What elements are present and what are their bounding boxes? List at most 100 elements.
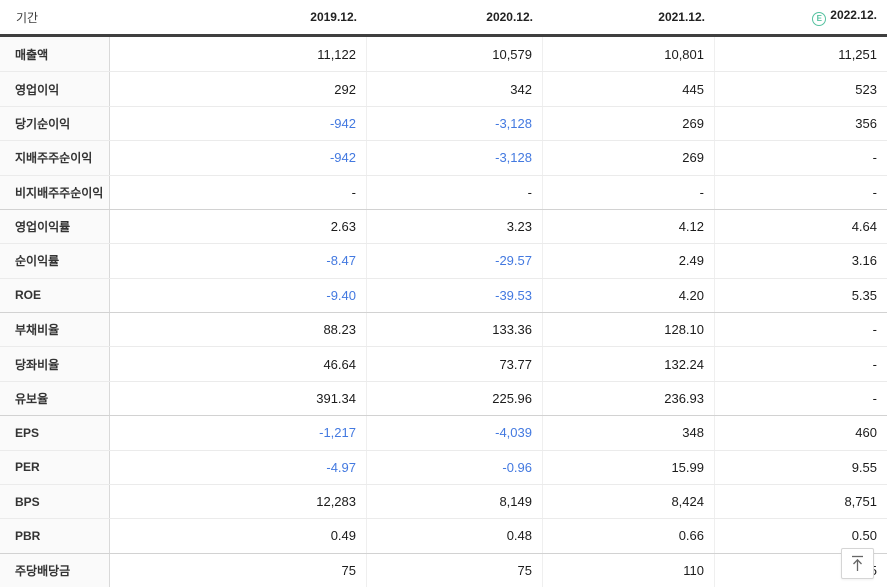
row-label: BPS (0, 484, 110, 519)
cell-value: 0.50 (851, 528, 877, 544)
row-label: PBR (0, 519, 110, 553)
cell-value: 342 (367, 72, 543, 106)
table-row: 당좌비율 46.64 73.77 132.24 - (0, 346, 887, 381)
cell-value: 0.66 (543, 519, 715, 553)
cell-value: -3,128 (367, 106, 543, 141)
cell-value: 8,424 (543, 484, 715, 519)
row-label: 영업이익 (0, 72, 110, 106)
row-label: 당기순이익 (0, 106, 110, 141)
table-row: ROE -9.40 -39.53 4.20 5.35 (0, 277, 887, 312)
row-label: ROE (0, 278, 110, 312)
cell-value: 12,283 (110, 484, 367, 519)
cell-value: 75 (367, 553, 543, 587)
cell-value: 3.16 (851, 253, 877, 269)
table-row: 매출액 11,122 10,579 10,801 11,251 (0, 37, 887, 72)
row-label: 영업이익률 (0, 209, 110, 244)
cell-value: 73.77 (367, 347, 543, 381)
row-label: 유보율 (0, 381, 110, 416)
cell-value: 133.36 (367, 313, 543, 347)
table-header-row: 기간 2019.12. 2020.12. 2021.12. E 2022.12. (0, 0, 887, 37)
cell-value: -1,217 (110, 416, 367, 450)
cell-value: 132.24 (543, 347, 715, 381)
cell-value: 46.64 (110, 347, 367, 381)
header-period-label: 기간 (16, 10, 39, 25)
cell-value: 9.55 (851, 459, 877, 475)
table-row: 부채비율 88.23 133.36 128.10 - (0, 312, 887, 347)
cell-value: - (872, 356, 877, 372)
cell-value: 5.35 (851, 287, 877, 303)
row-label: 비지배주주순이익 (0, 175, 110, 209)
cell-value: 128.10 (543, 313, 715, 347)
cell-value: 88.23 (110, 313, 367, 347)
cell-value: -9.40 (110, 278, 367, 312)
table-body: 매출액 11,122 10,579 10,801 11,251 영업이익 292 342 445… (0, 37, 887, 587)
cell-value: 8,751 (844, 494, 877, 510)
cell-value: 11,251 (838, 46, 877, 62)
table-row: PER -4.97 -0.96 15.99 9.55 (0, 449, 887, 484)
cell-value: -29.57 (367, 244, 543, 278)
arrow-up-to-top-icon (850, 555, 865, 572)
cell-value: 4.64 (851, 219, 877, 235)
table-row: 지배주주순이익 -942 -3,128 269 - (0, 140, 887, 175)
cell-value: 460 (855, 425, 877, 441)
cell-value: - (872, 322, 877, 338)
estimate-icon: E (812, 12, 827, 26)
cell-value: 8,149 (367, 484, 543, 519)
cell-value: 523 (855, 81, 877, 97)
cell-value: 15.99 (543, 450, 715, 484)
table-row: 주당배당금757511075 (0, 552, 887, 587)
row-label: 매출액 (0, 37, 110, 72)
cell-value: 3.23 (367, 209, 543, 244)
cell-value: -4.97 (110, 450, 367, 484)
cell-value: - (543, 175, 715, 209)
cell-value: 269 (543, 106, 715, 141)
table-row: 영업이익 292 342 445 523 (0, 71, 887, 106)
cell-value: 445 (543, 72, 715, 106)
cell-value: - (872, 390, 877, 406)
cell-value: 356 (855, 115, 877, 131)
scroll-to-top-button[interactable] (841, 548, 874, 579)
cell-value: 2.63 (110, 209, 367, 244)
row-label: 지배주주순이익 (0, 141, 110, 175)
row-label: 순이익률 (0, 244, 110, 278)
cell-value: - (872, 184, 877, 200)
row-label: 당좌비율 (0, 347, 110, 381)
header-col-2019: 2019.12. (310, 10, 357, 24)
cell-value: 236.93 (543, 381, 715, 416)
cell-value: 4.20 (543, 278, 715, 312)
cell-value: 11,122 (110, 37, 367, 72)
cell-value: 4.12 (543, 209, 715, 244)
header-col-2021: 2021.12. (658, 10, 705, 24)
cell-value: 0.48 (367, 519, 543, 553)
cell-value: 225.96 (367, 381, 543, 416)
cell-value: 292 (110, 72, 367, 106)
cell-value: -942 (110, 141, 367, 175)
cell-value: -8.47 (110, 244, 367, 278)
cell-value: - (110, 175, 367, 209)
row-label: EPS (0, 416, 110, 450)
table-row: PBR 0.49 0.48 0.66 0.50 (0, 518, 887, 553)
cell-value: - (872, 150, 877, 166)
cell-value: - (367, 175, 543, 209)
cell-value: 269 (543, 141, 715, 175)
cell-value: 10,579 (367, 37, 543, 72)
table-row: BPS 12,283 8,149 8,424 8,751 (0, 483, 887, 519)
table-row: 비지배주주순이익 - - - - (0, 174, 887, 209)
cell-value: 110 (543, 553, 715, 587)
cell-value: -0.96 (367, 450, 543, 484)
header-col-2022-estimate: E 2022.12. (715, 8, 887, 26)
cell-value: 10,801 (543, 37, 715, 72)
row-label: 부채비율 (0, 313, 110, 347)
header-col-2020: 2020.12. (486, 10, 533, 24)
table-row: 유보율 391.34 225.96 236.93 - (0, 380, 887, 416)
cell-value: 391.34 (110, 381, 367, 416)
table-row: 영업이익률 2.63 3.23 4.12 4.64 (0, 208, 887, 244)
header-col-2022-label: 2022.12. (830, 8, 877, 22)
table-row: EPS -1,217 -4,039 348 460 (0, 415, 887, 450)
cell-value: -3,128 (367, 141, 543, 175)
cell-value: 75 (110, 553, 367, 587)
row-label: PER (0, 450, 110, 484)
cell-value: -39.53 (367, 278, 543, 312)
cell-value: 348 (543, 416, 715, 450)
